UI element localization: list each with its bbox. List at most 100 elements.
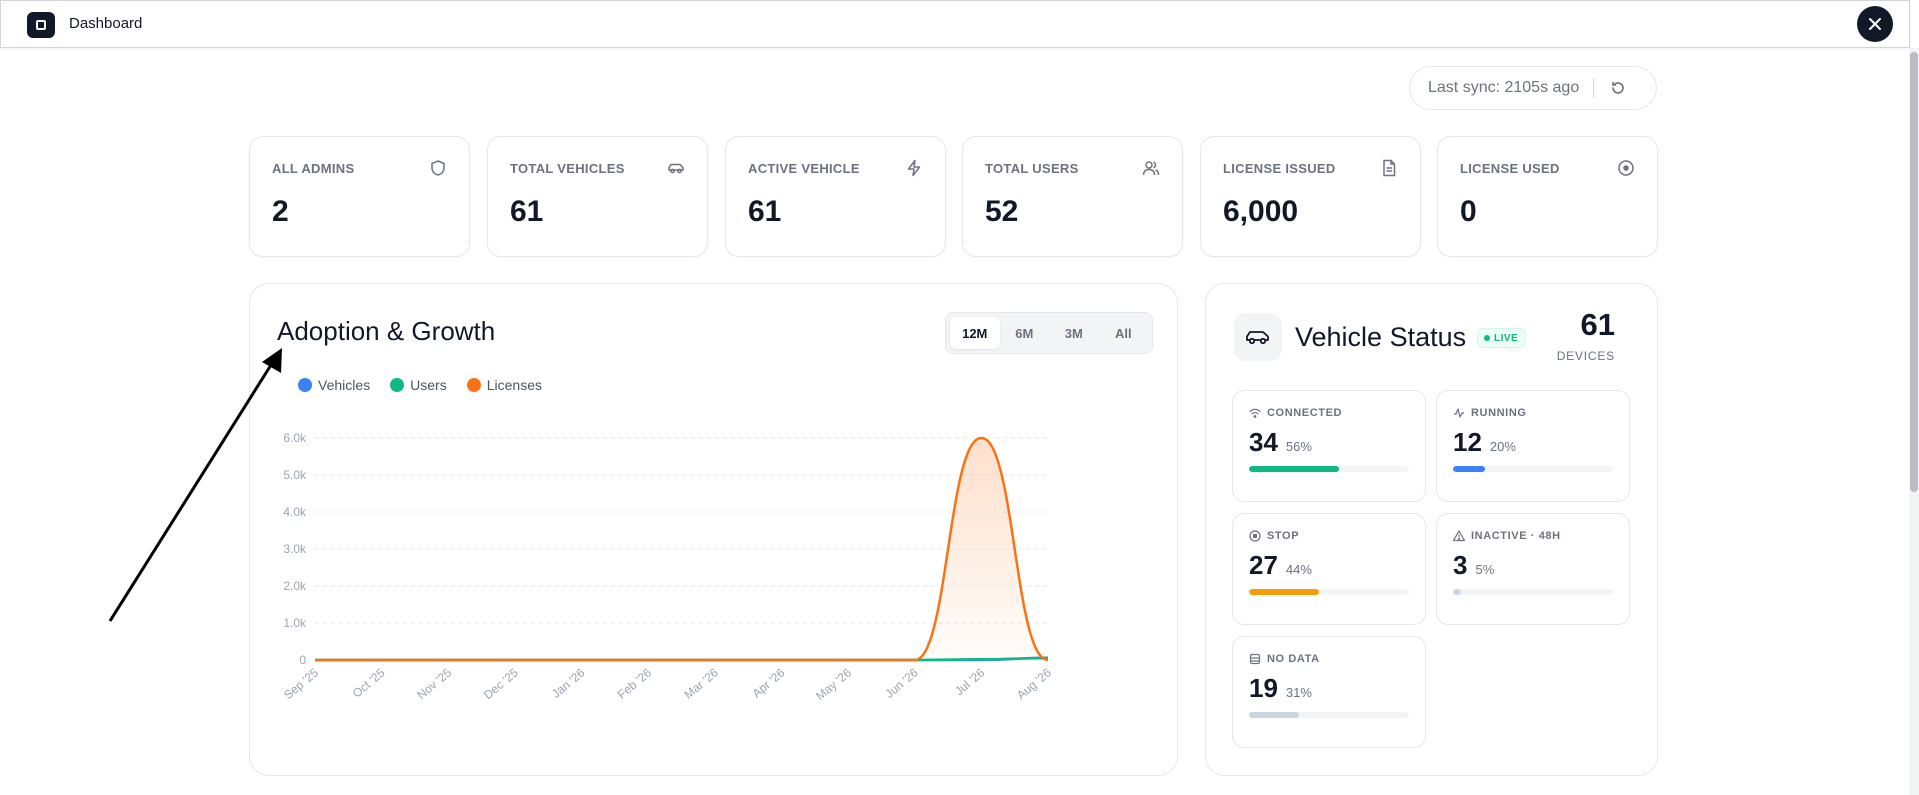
y-tick-label: 2.0k <box>283 579 307 593</box>
range-3m-button[interactable]: 3M <box>1064 325 1083 341</box>
legend-item-users[interactable]: Users <box>390 377 447 393</box>
stat-value: 61 <box>510 195 544 228</box>
series-area-licenses <box>315 438 1048 660</box>
x-tick-label: Oct '25 <box>350 665 388 700</box>
y-tick-label: 5.0k <box>283 468 307 482</box>
x-tick-label: Dec '25 <box>481 665 521 702</box>
activity-icon <box>1454 408 1464 418</box>
status-card-header: INACTIVE · 48H <box>1453 530 1561 542</box>
legend-label: Licenses <box>486 377 542 393</box>
stat-card-active-vehicle[interactable]: ACTIVE VEHICLE 61 <box>725 136 946 257</box>
legend-item-licenses[interactable]: Licenses <box>466 377 542 393</box>
status-value-row: 3 5% <box>1453 550 1494 581</box>
status-percent: 5% <box>1475 562 1495 577</box>
refresh-button[interactable] <box>1610 80 1626 96</box>
status-percent: 31% <box>1285 685 1312 700</box>
status-progress-fill <box>1249 589 1320 595</box>
status-progress-fill <box>1453 589 1461 595</box>
close-button[interactable] <box>1857 6 1893 42</box>
live-badge: LIVE <box>1477 328 1527 348</box>
stat-card-all-admins[interactable]: ALL ADMINS 2 <box>249 136 470 257</box>
adoption-growth-panel: Adoption & Growth 12M 6M 3M All Vehicles… <box>249 283 1178 776</box>
range-6m-button[interactable]: 6M <box>1015 325 1034 341</box>
status-value-row: 12 20% <box>1453 427 1516 458</box>
lightning-icon <box>907 159 921 177</box>
legend-dot <box>298 378 312 392</box>
series-line-licenses <box>315 436 1049 662</box>
vehicle-status-panel: Vehicle Status LIVE 61 DEVICES CONNECTED… <box>1205 283 1658 776</box>
x-tick-label: Apr '26 <box>750 665 788 700</box>
x-tick-label: Jul '26 <box>952 665 988 698</box>
live-label: LIVE <box>1494 332 1519 344</box>
stat-value: 52 <box>985 195 1019 228</box>
database-icon <box>1249 653 1261 665</box>
stat-label: LICENSE ISSUED <box>1223 161 1336 176</box>
x-tick-label: Jan '26 <box>549 665 588 701</box>
y-tick-label: 3.0k <box>283 542 307 556</box>
car-icon <box>668 163 684 174</box>
status-card-inactive[interactable]: INACTIVE · 48H 3 5% <box>1436 513 1630 625</box>
status-progress-bar <box>1249 589 1409 595</box>
status-value: 19 <box>1249 673 1278 703</box>
adoption-chart[interactable]: 0 1.0k 2.0k 3.0k 4.0k 5.0k 6.0k Sep '25 Oct '25 N… <box>250 284 1179 777</box>
status-progress-fill <box>1453 466 1485 472</box>
status-progress-bar <box>1249 466 1409 472</box>
status-value-row: 27 44% <box>1249 550 1312 581</box>
sync-status-text: Last sync: 2105s ago <box>1428 79 1580 96</box>
status-label: NO DATA <box>1267 653 1320 665</box>
car-icon <box>1234 313 1282 361</box>
stat-card-license-used[interactable]: LICENSE USED 0 <box>1437 136 1658 257</box>
chart-legend: Vehicles Users Licenses <box>298 377 542 393</box>
stop-icon <box>1249 530 1261 542</box>
status-card-header: NO DATA <box>1249 653 1320 665</box>
status-percent: 20% <box>1489 439 1516 454</box>
status-value-row: 34 56% <box>1249 427 1312 458</box>
scrollbar-thumb[interactable] <box>1910 52 1918 492</box>
device-count-label: DEVICES <box>1556 349 1615 363</box>
status-value-row: 19 31% <box>1249 673 1312 704</box>
status-card-header: CONNECTED <box>1249 407 1342 419</box>
status-card-connected[interactable]: CONNECTED 34 56% <box>1232 390 1426 502</box>
status-card-header: RUNNING <box>1453 407 1527 419</box>
wifi-icon <box>1249 408 1261 418</box>
stat-value: 61 <box>748 195 782 228</box>
legend-dot <box>390 378 405 392</box>
status-progress-fill <box>1249 712 1299 718</box>
x-tick-label: Jun '26 <box>882 665 921 701</box>
y-tick-label: 6.0k <box>283 431 307 445</box>
adoption-title: Adoption & Growth <box>277 316 496 346</box>
close-icon <box>1869 18 1881 30</box>
status-value: 12 <box>1453 427 1482 457</box>
range-selector: 12M 6M 3M All <box>945 312 1153 354</box>
range-12m-button[interactable]: 12M <box>950 317 1000 349</box>
refresh-icon <box>1612 81 1624 94</box>
stat-card-total-users[interactable]: TOTAL USERS 52 <box>962 136 1183 257</box>
status-label: RUNNING <box>1471 407 1527 419</box>
range-all-button[interactable]: All <box>1114 325 1132 341</box>
status-card-header: STOP <box>1249 530 1299 542</box>
status-progress-bar <box>1453 466 1613 472</box>
sync-divider <box>1593 78 1595 98</box>
stat-card-total-vehicles[interactable]: TOTAL VEHICLES 61 <box>487 136 708 257</box>
x-tick-label: May '26 <box>813 665 854 703</box>
status-progress-bar <box>1453 589 1613 595</box>
legend-label: Users <box>410 377 447 393</box>
stat-label: TOTAL USERS <box>985 161 1079 176</box>
stat-value: 0 <box>1460 195 1477 228</box>
status-card-no-data[interactable]: NO DATA 19 31% <box>1232 636 1426 748</box>
stat-label: TOTAL VEHICLES <box>510 161 625 176</box>
status-progress-bar <box>1249 712 1409 718</box>
stat-card-license-issued[interactable]: LICENSE ISSUED 6,000 <box>1200 136 1421 257</box>
legend-item-vehicles[interactable]: Vehicles <box>298 377 370 393</box>
status-label: INACTIVE · 48H <box>1471 530 1561 542</box>
status-card-running[interactable]: RUNNING 12 20% <box>1436 390 1630 502</box>
y-tick-label: 1.0k <box>283 616 307 630</box>
status-card-stop[interactable]: STOP 27 44% <box>1232 513 1426 625</box>
legend-dot <box>466 378 481 392</box>
live-dot <box>1484 335 1490 341</box>
stat-label: ACTIVE VEHICLE <box>748 161 860 176</box>
stat-value: 2 <box>272 195 289 228</box>
status-value: 27 <box>1249 550 1278 580</box>
status-progress-fill <box>1249 466 1339 472</box>
target-icon <box>1618 160 1634 176</box>
